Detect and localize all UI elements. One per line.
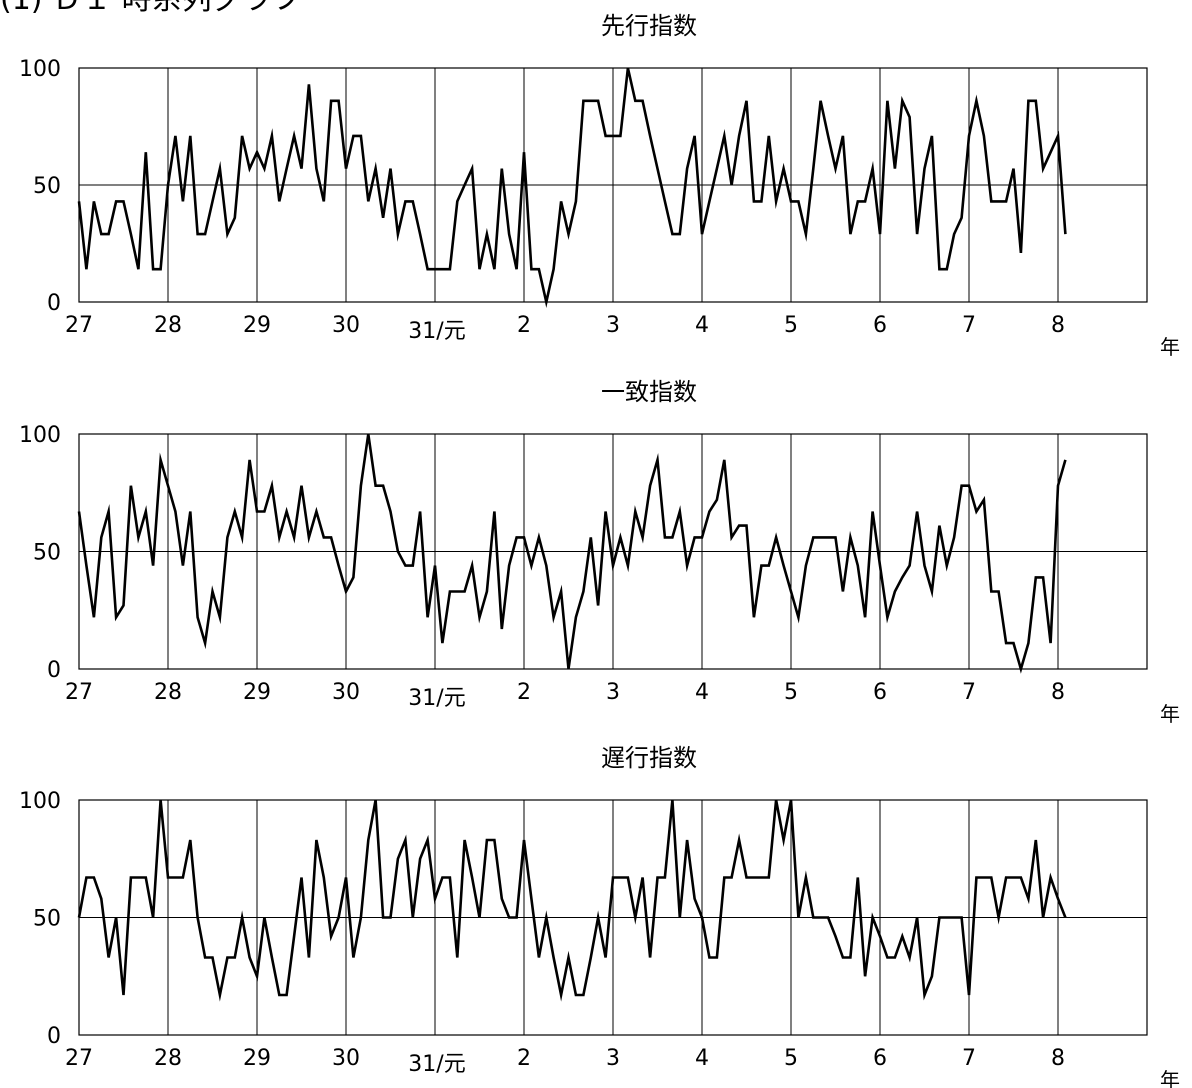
x-axis-unit: 年: [1160, 1068, 1180, 1088]
series-line: [77, 433, 1067, 674]
y-tick-label: 0: [47, 658, 61, 683]
x-tick-label: 6: [873, 313, 887, 338]
x-tick-label: 3: [606, 680, 620, 705]
x-tick-label: 29: [243, 1046, 271, 1071]
x-tick-label: 5: [784, 680, 798, 705]
x-tick-label: 2: [517, 680, 531, 705]
x-axis-unit: 年: [1160, 335, 1180, 359]
x-tick-label: 6: [873, 680, 887, 705]
x-tick-label: 28: [154, 1046, 182, 1071]
x-tick-label: 28: [154, 313, 182, 338]
y-tick-label: 0: [47, 1024, 61, 1049]
chart-panel: 遅行指数 27 28 29 30 31/元 2 3 4 5 6 7 8 0 50 100 年: [19, 744, 1180, 1088]
x-tick-label: 6: [873, 1046, 887, 1071]
x-tick-label: 2: [517, 313, 531, 338]
x-tick-label: 8: [1051, 313, 1065, 338]
y-tick-label: 50: [33, 174, 61, 199]
y-tick-label: 50: [33, 907, 61, 932]
y-tick-label: 0: [47, 291, 61, 316]
chart-title: 一致指数: [601, 378, 697, 406]
chart-panel: 先行指数 27 28 29 30 31/元 2 3 4 5 6 7 8 0 50 100 年: [19, 12, 1180, 359]
x-tick-label: 30: [332, 313, 360, 338]
x-tick-label: 2: [517, 1046, 531, 1071]
x-tick-label: 27: [65, 680, 93, 705]
x-tick-label: 3: [606, 1046, 620, 1071]
x-tick-label: 5: [784, 1046, 798, 1071]
x-tick-label: 8: [1051, 1046, 1065, 1071]
x-tick-label: 29: [243, 313, 271, 338]
y-tick-label: 100: [19, 789, 61, 814]
page-header: (1) ＤＩ 時系列グラフ: [0, 0, 302, 18]
x-tick-label: 30: [332, 1046, 360, 1071]
x-tick-label: 4: [695, 680, 709, 705]
x-tick-label: 27: [65, 313, 93, 338]
x-tick-label: 7: [962, 313, 976, 338]
x-tick-label: 8: [1051, 680, 1065, 705]
x-tick-label: 27: [65, 1046, 93, 1071]
y-tick-label: 50: [33, 541, 61, 566]
chart-panel: 一致指数 27 28 29 30 31/元 2 3 4 5 6 7 8 0 50 100 年: [19, 378, 1180, 726]
x-tick-label: 7: [962, 680, 976, 705]
x-axis-unit: 年: [1160, 702, 1180, 726]
y-tick-label: 100: [19, 423, 61, 448]
x-tick-label: 3: [606, 313, 620, 338]
x-tick-label: 30: [332, 680, 360, 705]
chart-title: 先行指数: [601, 12, 697, 40]
x-tick-label: 28: [154, 680, 182, 705]
x-tick-label: 7: [962, 1046, 976, 1071]
series-line: [77, 799, 1067, 1002]
x-tick-label: 5: [784, 313, 798, 338]
series-line: [77, 67, 1067, 308]
x-tick-label: 4: [695, 1046, 709, 1071]
y-tick-label: 100: [19, 57, 61, 82]
x-tick-label: 4: [695, 313, 709, 338]
plot-frame: [78, 433, 1148, 670]
x-tick-label: 31/元: [408, 1052, 465, 1077]
x-tick-label: 31/元: [408, 686, 465, 711]
x-tick-label: 29: [243, 680, 271, 705]
x-tick-label: 31/元: [408, 319, 465, 344]
chart-title: 遅行指数: [601, 744, 697, 772]
plot-frame: [78, 67, 1148, 303]
